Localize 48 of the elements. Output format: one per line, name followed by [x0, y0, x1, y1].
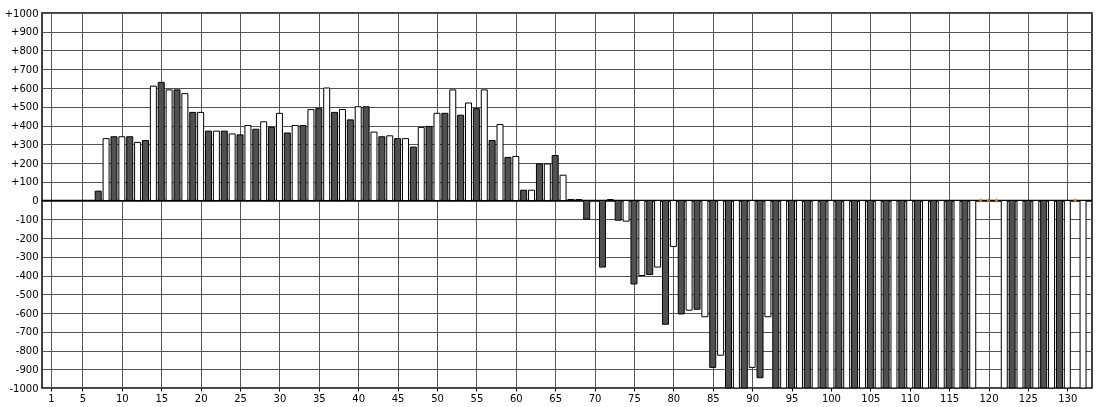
- x-tick-label: 55: [470, 392, 484, 404]
- y-tick-label: -300: [15, 251, 39, 263]
- y-tick-label: +400: [11, 120, 39, 131]
- x-tick-label: 85: [706, 392, 720, 404]
- y-tick-label: +800: [11, 45, 39, 56]
- x-tick-label: 10: [115, 392, 129, 404]
- x-tick-label: 120: [979, 392, 999, 404]
- x-tick-label: 70: [588, 392, 602, 404]
- y-tick-label: -600: [15, 307, 39, 319]
- x-tick-label: 90: [746, 392, 760, 404]
- x-tick-label: 1: [48, 392, 55, 404]
- x-tick-label: 75: [628, 392, 641, 404]
- x-tick-label: 65: [549, 392, 563, 404]
- x-tick-label: 80: [667, 392, 681, 404]
- y-tick-label: -800: [15, 345, 39, 356]
- x-tick-label: 5: [79, 392, 87, 404]
- x-tick-label: 110: [900, 392, 920, 404]
- x-tick-label: 35: [312, 392, 326, 404]
- y-tick-label: +1000: [4, 7, 39, 19]
- x-tick-label: 40: [352, 392, 366, 404]
- x-tick-label: 25: [234, 392, 247, 404]
- x-tick-label: 130: [1058, 392, 1078, 404]
- x-tick-label: 105: [861, 392, 881, 404]
- y-tick-label: -400: [15, 270, 39, 281]
- x-tick-label: 115: [940, 392, 960, 404]
- y-tick-label: 0: [32, 195, 39, 206]
- y-tick-label: +100: [11, 176, 39, 188]
- x-tick-label: 50: [431, 392, 444, 404]
- x-tick-label: 95: [785, 392, 799, 404]
- y-tick-label: +700: [11, 63, 39, 75]
- x-tick-label: 45: [391, 392, 405, 404]
- y-tick-label: -1000: [9, 382, 39, 394]
- x-tick-label: 60: [509, 392, 523, 404]
- y-tick-label: +200: [11, 157, 39, 169]
- y-tick-label: -100: [15, 213, 39, 225]
- x-tick-label: 125: [1018, 392, 1038, 404]
- x-tick-label: 100: [821, 392, 841, 404]
- y-tick-label: +600: [11, 82, 39, 94]
- y-tick-label: -700: [15, 326, 39, 338]
- y-tick-label: +300: [11, 138, 39, 150]
- y-tick-label: -900: [15, 363, 39, 375]
- x-tick-label: 20: [194, 392, 208, 404]
- y-tick-label: -200: [15, 232, 39, 244]
- y-tick-label: +900: [11, 26, 39, 38]
- x-tick-label: 30: [273, 392, 287, 404]
- y-tick-label: +500: [11, 101, 39, 113]
- y-tick-label: -500: [15, 288, 39, 300]
- x-tick-label: 15: [155, 392, 169, 404]
